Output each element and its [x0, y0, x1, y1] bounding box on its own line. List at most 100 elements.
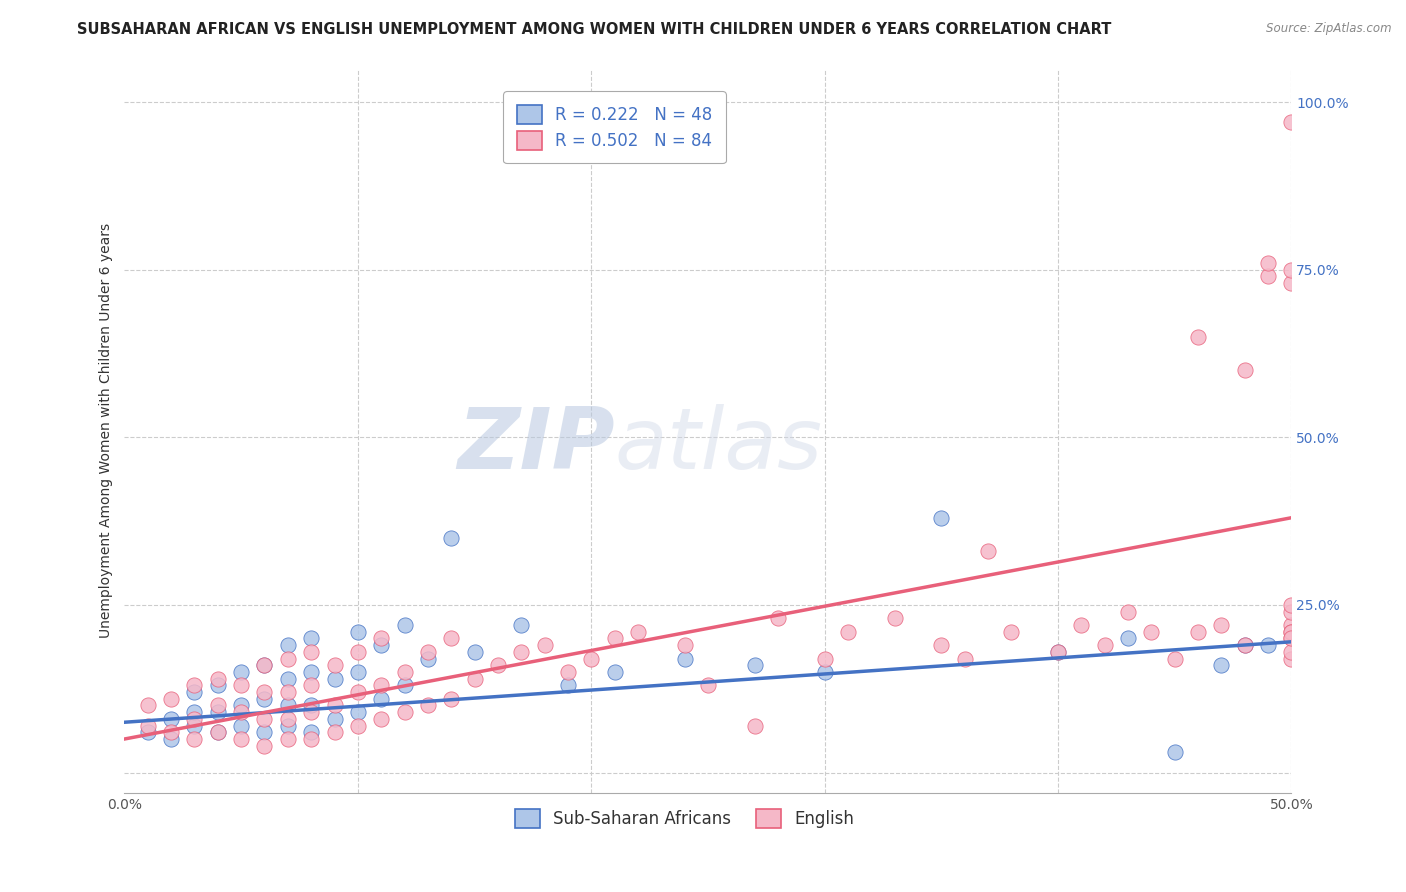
Point — [277, 651, 299, 665]
Point — [136, 718, 159, 732]
Point — [277, 712, 299, 726]
Point — [160, 712, 183, 726]
Point — [370, 712, 392, 726]
Point — [370, 678, 392, 692]
Point — [416, 698, 439, 713]
Point — [510, 618, 533, 632]
Point — [440, 691, 463, 706]
Point — [766, 611, 789, 625]
Point — [464, 645, 486, 659]
Point — [1279, 115, 1302, 129]
Point — [696, 678, 718, 692]
Point — [1163, 746, 1185, 760]
Point — [627, 624, 650, 639]
Point — [207, 725, 229, 739]
Point — [394, 678, 416, 692]
Point — [579, 651, 602, 665]
Point — [603, 632, 626, 646]
Point — [299, 731, 322, 746]
Point — [207, 705, 229, 719]
Point — [1046, 645, 1069, 659]
Point — [183, 731, 205, 746]
Point — [207, 698, 229, 713]
Point — [929, 638, 952, 652]
Point — [299, 632, 322, 646]
Point — [347, 718, 370, 732]
Point — [207, 672, 229, 686]
Point — [299, 645, 322, 659]
Point — [207, 725, 229, 739]
Point — [183, 718, 205, 732]
Point — [253, 712, 276, 726]
Point — [207, 678, 229, 692]
Point — [183, 705, 205, 719]
Point — [277, 698, 299, 713]
Point — [277, 685, 299, 699]
Point — [603, 665, 626, 679]
Point — [1233, 638, 1256, 652]
Point — [323, 658, 346, 673]
Point — [160, 725, 183, 739]
Point — [1279, 632, 1302, 646]
Point — [253, 725, 276, 739]
Point — [277, 731, 299, 746]
Point — [231, 705, 253, 719]
Point — [1163, 651, 1185, 665]
Point — [323, 672, 346, 686]
Point — [1279, 651, 1302, 665]
Point — [1233, 638, 1256, 652]
Point — [533, 638, 555, 652]
Point — [1187, 329, 1209, 343]
Point — [440, 531, 463, 545]
Text: ZIP: ZIP — [457, 403, 614, 486]
Point — [1279, 645, 1302, 659]
Point — [673, 638, 696, 652]
Point — [1279, 624, 1302, 639]
Point — [440, 632, 463, 646]
Point — [416, 651, 439, 665]
Point — [464, 672, 486, 686]
Point — [299, 698, 322, 713]
Point — [183, 685, 205, 699]
Point — [347, 645, 370, 659]
Point — [1279, 605, 1302, 619]
Point — [744, 718, 766, 732]
Point — [1279, 262, 1302, 277]
Point — [253, 691, 276, 706]
Point — [136, 698, 159, 713]
Point — [277, 638, 299, 652]
Point — [394, 705, 416, 719]
Point — [1233, 363, 1256, 377]
Point — [1211, 618, 1233, 632]
Point — [347, 665, 370, 679]
Point — [673, 651, 696, 665]
Point — [231, 731, 253, 746]
Point — [837, 624, 859, 639]
Point — [160, 691, 183, 706]
Text: Source: ZipAtlas.com: Source: ZipAtlas.com — [1267, 22, 1392, 36]
Point — [231, 698, 253, 713]
Point — [883, 611, 905, 625]
Point — [253, 658, 276, 673]
Point — [253, 739, 276, 753]
Point — [1279, 618, 1302, 632]
Point — [510, 645, 533, 659]
Point — [394, 618, 416, 632]
Point — [253, 685, 276, 699]
Point — [1046, 645, 1069, 659]
Point — [394, 665, 416, 679]
Point — [299, 705, 322, 719]
Point — [813, 651, 835, 665]
Point — [1211, 658, 1233, 673]
Point — [1070, 618, 1092, 632]
Point — [299, 665, 322, 679]
Point — [1140, 624, 1163, 639]
Point — [1187, 624, 1209, 639]
Point — [813, 665, 835, 679]
Text: SUBSAHARAN AFRICAN VS ENGLISH UNEMPLOYMENT AMONG WOMEN WITH CHILDREN UNDER 6 YEA: SUBSAHARAN AFRICAN VS ENGLISH UNEMPLOYME… — [77, 22, 1112, 37]
Point — [1000, 624, 1022, 639]
Point — [160, 731, 183, 746]
Point — [231, 718, 253, 732]
Point — [1094, 638, 1116, 652]
Point — [347, 624, 370, 639]
